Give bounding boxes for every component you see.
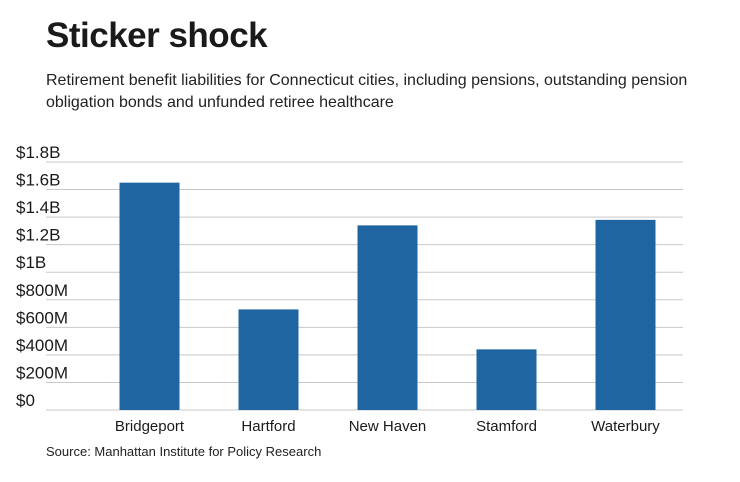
x-category-label: New Haven bbox=[349, 418, 427, 435]
y-tick-label: $400M bbox=[16, 336, 68, 355]
y-tick-label: $200M bbox=[16, 363, 68, 382]
chart-subtitle: Retirement benefit liabilities for Conne… bbox=[46, 72, 688, 111]
y-tick-label: $0 bbox=[16, 391, 35, 410]
bars bbox=[119, 182, 656, 410]
y-tick-label: $1.8B bbox=[16, 143, 60, 162]
y-axis-tick-labels: $0 $200M $400M $600M $800M $1B $1.2B $1.4B $1.6B… bbox=[16, 143, 68, 410]
x-category-label: Stamford bbox=[476, 418, 537, 435]
chart-title: Sticker shock bbox=[46, 16, 268, 55]
source-note: Source: Manhattan Institute for Policy R… bbox=[46, 444, 322, 459]
y-tick-label: $1.2B bbox=[16, 226, 60, 245]
bar-bridgeport bbox=[119, 182, 180, 410]
y-tick-label: $1B bbox=[16, 253, 46, 272]
x-category-label: Waterbury bbox=[591, 418, 660, 435]
y-tick-label: $600M bbox=[16, 308, 68, 327]
bar-waterbury bbox=[595, 219, 656, 410]
y-tick-label: $1.4B bbox=[16, 198, 60, 217]
x-axis-category-labels: Bridgeport Hartford New Haven Stamford Water… bbox=[115, 418, 660, 435]
x-category-label: Hartford bbox=[241, 418, 295, 435]
y-tick-label: $800M bbox=[16, 281, 68, 300]
bar-stamford bbox=[476, 349, 537, 410]
y-tick-label: $1.6B bbox=[16, 171, 60, 190]
x-category-label: Bridgeport bbox=[115, 418, 185, 435]
bar-new-haven bbox=[357, 225, 418, 410]
bar-hartford bbox=[238, 309, 299, 410]
